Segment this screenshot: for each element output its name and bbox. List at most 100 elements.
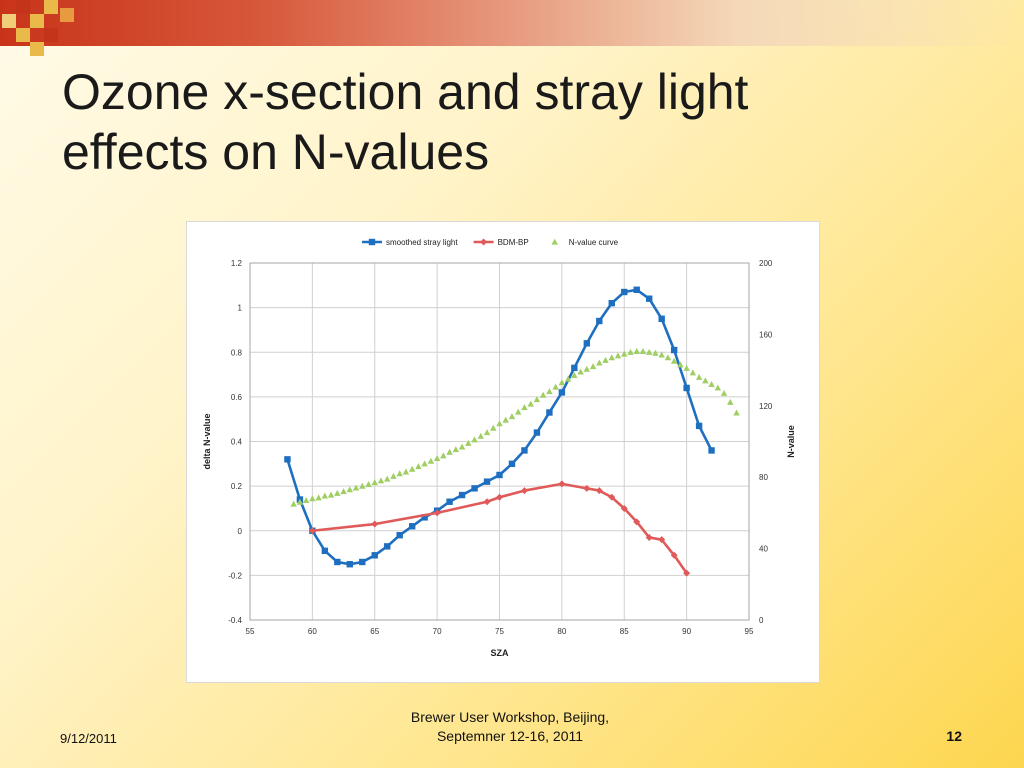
data-point-triangle: [596, 359, 603, 366]
page-number: 12: [946, 728, 962, 744]
data-point-diamond: [683, 569, 691, 577]
y2-tick-label: 0: [759, 616, 764, 625]
data-point-diamond: [608, 493, 616, 501]
series-bdm-bp: [308, 480, 691, 577]
data-point-square: [421, 514, 428, 521]
data-point-triangle: [577, 368, 584, 375]
data-point-diamond: [620, 504, 628, 512]
data-point-triangle: [502, 416, 509, 423]
data-point-triangle: [733, 409, 740, 416]
legend-label: N-value curve: [569, 238, 619, 247]
x-tick-label: 80: [557, 627, 566, 636]
x-tick-label: 70: [433, 627, 442, 636]
y2-tick-label: 80: [759, 473, 768, 482]
data-point-triangle: [608, 354, 615, 361]
y-tick-label: -0.4: [228, 616, 242, 625]
data-point-triangle: [683, 364, 690, 371]
legend: smoothed stray light BDM-BP N-value curve: [362, 238, 619, 247]
data-point-square: [670, 346, 678, 354]
data-point-square: [708, 447, 715, 454]
data-point-triangle: [359, 482, 366, 489]
y2-tick-label: 160: [759, 330, 773, 339]
data-point-triangle: [415, 463, 422, 470]
data-point-triangle: [708, 380, 715, 387]
data-point-triangle: [714, 384, 722, 391]
data-point-diamond: [433, 509, 441, 517]
data-point-square: [558, 389, 566, 396]
data-point-triangle: [377, 477, 385, 484]
data-point-triangle: [352, 484, 360, 491]
data-point-triangle: [633, 347, 640, 354]
footer-event-line-2: Septemner 12-16, 2011: [436, 728, 584, 744]
legend-item: N-value curve: [551, 238, 619, 247]
data-point-triangle: [670, 357, 678, 364]
data-point-triangle: [465, 439, 472, 446]
data-point-diamond: [483, 498, 491, 506]
data-point-square: [396, 532, 403, 539]
y2-tick-label: 200: [759, 259, 773, 268]
data-point-diamond: [480, 238, 488, 246]
x-tick-label: 60: [308, 627, 317, 636]
data-point-square: [533, 429, 541, 436]
data-point-diamond: [496, 493, 503, 501]
data-point-triangle: [483, 429, 491, 436]
data-point-square: [346, 561, 353, 568]
data-point-diamond: [558, 480, 566, 488]
data-point-square: [408, 523, 416, 530]
data-point-triangle: [552, 383, 559, 390]
data-point-triangle: [390, 472, 397, 479]
data-point-square: [446, 498, 453, 505]
data-point-square: [571, 364, 578, 372]
data-point-triangle: [527, 400, 534, 407]
data-point-square: [521, 447, 528, 454]
x-tick-label: 75: [495, 627, 504, 636]
data-point-square: [284, 456, 291, 463]
data-point-triangle: [627, 348, 634, 355]
data-point-triangle: [727, 398, 734, 405]
y-tick-label: 1: [238, 304, 243, 313]
data-point-triangle: [290, 500, 297, 507]
x-tick-label: 85: [620, 627, 629, 636]
data-point-triangle: [602, 356, 609, 363]
data-point-diamond: [583, 484, 591, 492]
data-point-diamond: [371, 520, 379, 528]
legend-label: smoothed stray light: [386, 238, 458, 247]
slide-title: Ozone x-section and stray light effects …: [62, 62, 982, 182]
data-point-triangle: [702, 377, 709, 384]
data-point-triangle: [664, 354, 672, 361]
data-point-diamond: [670, 551, 678, 559]
data-point-square: [621, 288, 628, 296]
data-point-triangle: [471, 436, 478, 443]
data-point-square: [683, 384, 690, 392]
data-point-triangle: [583, 365, 591, 372]
series-line: [312, 482, 688, 574]
checker-decoration: [0, 0, 90, 60]
data-point-triangle: [508, 413, 516, 420]
y-tick-label: -0.2: [228, 571, 242, 580]
data-point-square: [458, 491, 466, 499]
data-point-triangle: [677, 361, 684, 368]
data-point-triangle: [614, 352, 622, 359]
data-point-diamond: [308, 527, 316, 535]
data-point-square: [546, 409, 553, 416]
data-point-diamond: [633, 518, 641, 526]
data-point-triangle: [695, 373, 703, 380]
data-point-triangle: [396, 470, 403, 477]
legend-item: smoothed stray light: [362, 238, 458, 247]
data-point-triangle: [539, 391, 547, 398]
data-point-triangle: [477, 432, 484, 439]
data-point-triangle: [515, 408, 522, 415]
data-point-triangle: [452, 446, 460, 453]
data-point-triangle: [321, 492, 329, 499]
data-point-triangle: [564, 375, 572, 382]
x-tick-label: 55: [246, 627, 255, 636]
data-point-square: [646, 295, 653, 302]
data-point-square: [483, 478, 491, 485]
data-point-triangle: [408, 465, 416, 472]
title-bar-gradient: [0, 0, 1024, 46]
data-point-square: [508, 460, 516, 468]
x-axis-title: SZA: [491, 648, 510, 658]
y-axis-title: delta N-value: [202, 413, 212, 469]
y-tick-label: 0.2: [231, 482, 243, 491]
data-point-triangle: [346, 486, 353, 493]
